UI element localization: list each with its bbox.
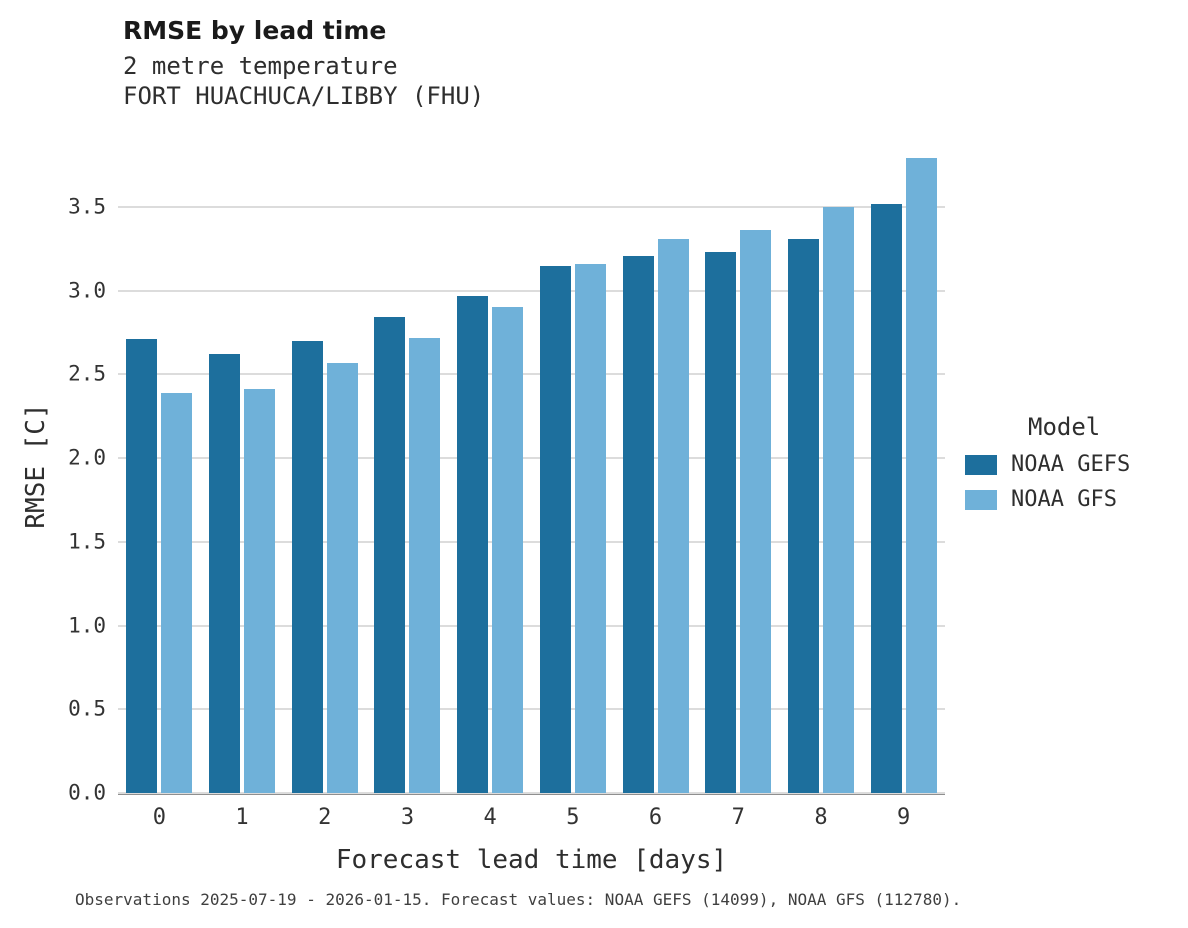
- y-tick-label: 3.5: [68, 194, 106, 219]
- x-tick-label: 9: [897, 805, 911, 830]
- plot-area: 0.0 0.5 1.0 1.5 2.0 2.5 3.0 3.5 0 1 2 3 4 5 6 7 8 9: [68, 140, 945, 830]
- gridline: [118, 289, 945, 292]
- bar-group-lead-2: [291, 340, 358, 793]
- bar-noaa-gefs: [622, 255, 654, 793]
- x-tick-label: 0: [152, 805, 166, 830]
- bar-noaa-gefs: [705, 252, 737, 793]
- x-tick-label: 3: [400, 805, 415, 830]
- bar-noaa-gfs: [657, 238, 689, 793]
- legend-swatch-noaa-gfs: [965, 489, 997, 510]
- gridline: [118, 205, 945, 208]
- bar-noaa-gfs: [161, 392, 193, 793]
- gridline: [118, 708, 945, 711]
- legend-entry-noaa-gfs: NOAA GFS: [965, 487, 1117, 512]
- legend-title: Model: [1028, 413, 1101, 441]
- bar-group-lead-6: [622, 238, 689, 793]
- gridline: [118, 540, 945, 543]
- bar-group-lead-9: [870, 158, 937, 793]
- y-tick-label: 2.0: [68, 445, 106, 470]
- x-tick-label: 5: [566, 805, 580, 830]
- bar-noaa-gfs: [492, 307, 524, 793]
- bar-noaa-gefs: [291, 340, 323, 793]
- x-tick-label: 2: [318, 805, 332, 830]
- y-tick-label: 2.5: [68, 361, 106, 386]
- chart-title: RMSE by lead time: [123, 16, 387, 45]
- bar-group-lead-3: [374, 317, 441, 793]
- y-tick-label: 0.0: [68, 780, 106, 805]
- gridline: [118, 792, 945, 794]
- bar-group-lead-5: [539, 263, 606, 793]
- bar-group-lead-7: [705, 230, 772, 793]
- legend-entry-noaa-gefs: NOAA GEFS: [965, 452, 1130, 477]
- gridline: [118, 624, 945, 627]
- bar-group-lead-0: [126, 339, 193, 793]
- bar-noaa-gefs: [539, 265, 571, 793]
- x-tick-label: 7: [731, 805, 745, 830]
- bar-noaa-gefs: [870, 203, 902, 793]
- x-tick-label: 4: [483, 805, 497, 830]
- bar-noaa-gefs: [126, 339, 158, 793]
- bar-group-lead-4: [457, 295, 524, 793]
- gridline: [118, 457, 945, 460]
- chart-subtitle-variable: 2 metre temperature: [123, 52, 398, 80]
- bar-noaa-gfs: [326, 362, 358, 793]
- legend-label-noaa-gfs: NOAA GFS: [1011, 487, 1117, 512]
- bar-noaa-gfs: [740, 230, 772, 793]
- y-tick-label: 1.5: [68, 529, 106, 554]
- chart-subtitle-station: FORT HUACHUCA/LIBBY (FHU): [123, 82, 485, 110]
- x-tick-label: 6: [648, 805, 663, 830]
- bar-noaa-gfs: [822, 206, 854, 793]
- x-tick-label: 1: [235, 805, 249, 830]
- bar-noaa-gfs: [409, 337, 441, 793]
- bar-noaa-gefs: [787, 238, 819, 793]
- y-tick-label: 3.0: [68, 278, 106, 303]
- y-tick-label: 0.5: [68, 696, 106, 721]
- bar-noaa-gefs: [374, 317, 406, 793]
- bar-group-lead-1: [209, 354, 276, 793]
- x-axis-title: Forecast lead time [days]: [335, 845, 728, 875]
- bar-noaa-gefs: [457, 295, 489, 793]
- y-tick-label: 1.0: [68, 613, 106, 638]
- chart-caption: Observations 2025-07-19 - 2026-01-15. Fo…: [75, 890, 962, 909]
- bar-noaa-gefs: [209, 354, 241, 793]
- bar-noaa-gfs: [574, 263, 606, 793]
- x-tick-label: 8: [814, 805, 828, 830]
- legend-swatch-noaa-gefs: [965, 454, 997, 475]
- bar-noaa-gfs: [905, 158, 937, 793]
- legend-label-noaa-gefs: NOAA GEFS: [1011, 452, 1131, 477]
- bar-group-lead-8: [787, 206, 854, 793]
- bar-noaa-gfs: [244, 389, 276, 793]
- gridline: [118, 373, 945, 376]
